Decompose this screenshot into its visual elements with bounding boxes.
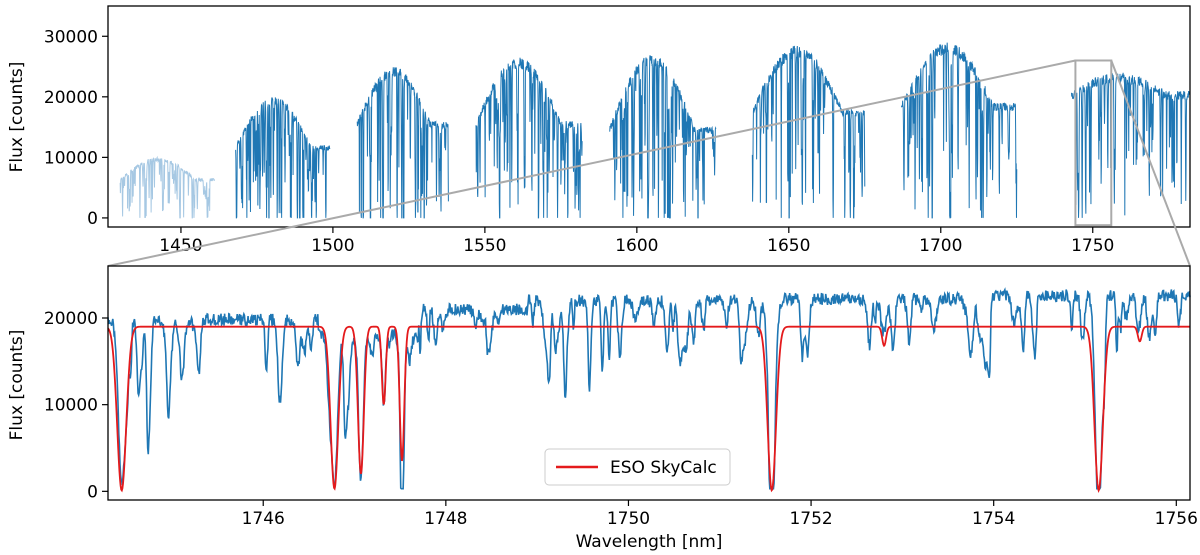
overview-spectrum-segment [119,155,215,219]
overview-spectrum-segment [356,66,449,219]
overview-plot-area [119,42,1191,219]
y-tick-label: 20000 [44,309,98,329]
overview-spectrum-segment [235,97,331,219]
x-tick-label: 1748 [424,509,467,529]
overview-spectrum-segment [475,57,583,219]
observed-spectrum-line [107,287,1191,490]
zoom-y-ticks: 0 10000 20000 [44,309,108,502]
zoom-x-ticks: 1746 1748 1750 1752 1754 1756 [242,500,1198,529]
overview-y-label: Flux [counts] [7,62,27,173]
overview-spectrum-segment [900,42,1018,219]
overview-frame [107,5,1191,228]
x-tick-label: 1750 [607,509,650,529]
legend: ESO SkyCalc [544,448,731,486]
y-tick-label: 30000 [44,27,98,47]
zoom-x-label: Wavelength [nm] [576,532,723,552]
zoom-plot-area [107,287,1191,494]
legend-box [544,448,731,486]
x-tick-label: 1550 [463,236,506,256]
x-tick-label: 1650 [767,236,810,256]
x-tick-label: 1700 [919,236,962,256]
skycalc-model-line [107,325,1190,494]
y-tick-label: 10000 [44,148,98,168]
overview-spectrum-segment [609,55,717,219]
zoom-connector-right [1110,60,1191,267]
x-tick-label: 1752 [789,509,832,529]
overview-panel: 1450 1500 1550 1600 1650 1700 1750 0 10000 20000… [7,5,1191,256]
y-tick-label: 10000 [44,396,98,416]
overview-spectrum-segment [1070,72,1191,218]
y-tick-label: 0 [87,209,98,229]
x-tick-label: 1750 [1071,236,1114,256]
y-tick-label: 20000 [44,88,98,108]
x-tick-label: 1600 [615,236,658,256]
zoom-connector-lines [107,59,1191,267]
zoom-connector-left [107,59,1076,267]
zoom-region-box [1074,59,1113,227]
overview-y-ticks: 0 10000 20000 30000 [44,27,108,229]
overview-x-ticks: 1450 1500 1550 1600 1650 1700 1750 [159,227,1114,256]
x-tick-label: 1756 [1155,509,1198,529]
x-tick-label: 1746 [242,509,285,529]
zoom-panel: 1746 1748 1750 1752 1754 1756 0 10000 20000 Flu… [7,265,1198,552]
zoom-y-label: Flux [counts] [7,330,27,441]
legend-label-skycalc: ESO SkyCalc [610,458,717,478]
x-tick-label: 1500 [311,236,354,256]
x-tick-label: 1754 [972,509,1015,529]
x-tick-label: 1450 [159,236,202,256]
zoom-frame [107,265,1191,501]
y-tick-label: 0 [87,482,98,502]
overview-spectrum-segment [751,45,866,219]
